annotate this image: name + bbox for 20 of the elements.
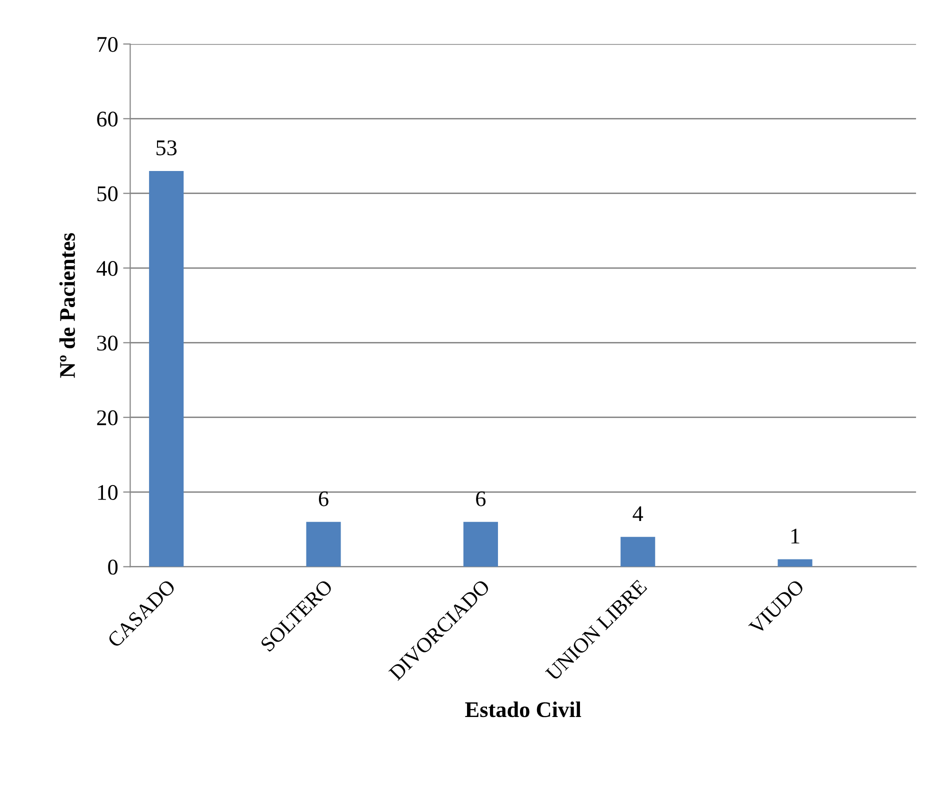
data-label: 4 (632, 506, 644, 521)
y-tick-label: 0 (108, 560, 118, 575)
y-axis-title: Nº de Pacientes (59, 233, 75, 378)
y-tick-label: 70 (98, 36, 118, 52)
y-tick-label: 30 (97, 336, 118, 351)
y-tick-label: 50 (97, 186, 118, 202)
x-axis-title: Estado Civil (465, 702, 582, 718)
y-tick-label: 60 (97, 112, 118, 127)
bar (149, 170, 184, 567)
data-label: 6 (318, 491, 328, 506)
data-label: 1 (791, 528, 800, 544)
data-label: 6 (476, 491, 486, 506)
bar (620, 536, 656, 567)
bar (778, 559, 812, 567)
y-tick-label: 20 (97, 410, 118, 426)
bar (306, 522, 341, 567)
data-label: 53 (156, 140, 177, 156)
bar (463, 522, 498, 567)
y-tick-label: 10 (98, 484, 118, 500)
y-tick-label: 40 (96, 260, 118, 276)
